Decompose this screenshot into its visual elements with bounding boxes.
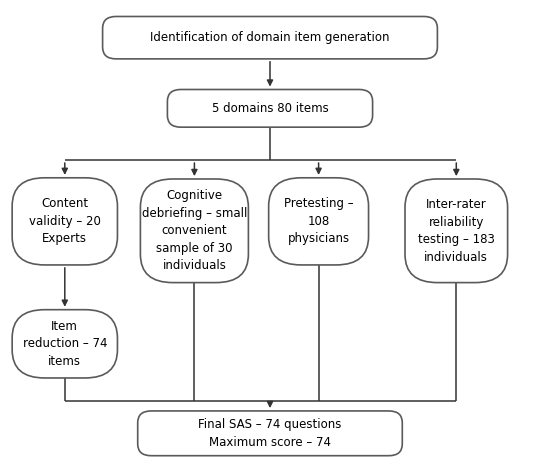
FancyBboxPatch shape (103, 16, 437, 59)
FancyBboxPatch shape (269, 178, 368, 265)
FancyBboxPatch shape (405, 179, 508, 283)
Text: Pretesting –
108
physicians: Pretesting – 108 physicians (284, 197, 353, 245)
Text: Identification of domain item generation: Identification of domain item generation (150, 31, 390, 44)
FancyBboxPatch shape (140, 179, 248, 283)
Text: 5 domains 80 items: 5 domains 80 items (212, 102, 328, 115)
Text: Inter-rater
reliability
testing – 183
individuals: Inter-rater reliability testing – 183 in… (418, 198, 495, 264)
Text: Cognitive
debriefing – small
convenient
sample of 30
individuals: Cognitive debriefing – small convenient … (141, 189, 247, 272)
FancyBboxPatch shape (12, 178, 118, 265)
Text: Final SAS – 74 questions
Maximum score – 74: Final SAS – 74 questions Maximum score –… (198, 418, 342, 448)
Text: Content
validity – 20
Experts: Content validity – 20 Experts (29, 197, 101, 245)
FancyBboxPatch shape (12, 310, 118, 378)
Text: Item
reduction – 74
items: Item reduction – 74 items (23, 320, 107, 368)
FancyBboxPatch shape (138, 411, 402, 456)
FancyBboxPatch shape (167, 89, 373, 127)
